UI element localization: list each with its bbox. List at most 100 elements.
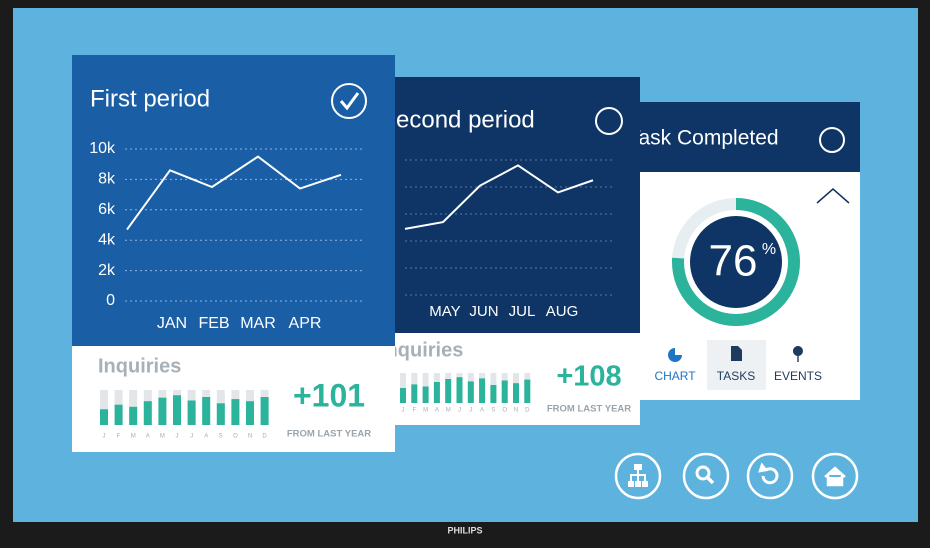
bar — [467, 381, 474, 403]
home-button[interactable] — [811, 452, 859, 500]
month-label: A — [480, 408, 484, 414]
inquiries-label: Inquiries — [98, 355, 181, 377]
select-toggle[interactable] — [819, 127, 845, 153]
x-tick-label: FEB — [198, 315, 229, 332]
events-icon — [792, 346, 803, 362]
x-tick-label: MAR — [240, 315, 276, 332]
chart-icon — [668, 348, 682, 362]
bar — [100, 409, 108, 425]
bar — [173, 395, 181, 425]
stat: +101 — [293, 377, 365, 413]
y-tick-label: 8k — [98, 171, 116, 188]
month-label: A — [204, 434, 208, 440]
month-label: J — [176, 434, 179, 440]
month-label: M — [423, 408, 428, 414]
card-title: First period — [90, 85, 210, 112]
bar — [422, 386, 429, 403]
chevron — [816, 188, 850, 204]
nav-buttons — [614, 452, 859, 500]
card: First period 0 2k 4k 6k 8k 10k J A N FEB MAR APR Inqu… — [72, 55, 395, 452]
bar — [479, 378, 486, 403]
select-toggle[interactable] — [331, 83, 367, 119]
month-label: M — [446, 408, 451, 414]
progress-center — [690, 216, 782, 308]
line — [126, 155, 342, 231]
refresh-button[interactable] — [746, 452, 794, 500]
brand: PHILIPS — [447, 525, 482, 535]
home-icon — [824, 466, 846, 487]
card-content: Second period MAY JUN JUL AUG Inquiries J F M A M J… — [392, 106, 631, 415]
month-label: O — [502, 408, 507, 414]
bar — [260, 397, 269, 425]
y-tick-label: 0 — [106, 292, 115, 309]
stat-note: FROM LAST YEAR — [287, 429, 371, 440]
tab-label[interactable]: TASKS — [717, 369, 755, 383]
search-button[interactable] — [682, 452, 730, 500]
line — [404, 164, 594, 230]
stat-note: FROM LAST YEAR — [547, 404, 631, 415]
sitemap-icon — [628, 464, 648, 487]
bar — [433, 382, 440, 403]
month-label: D — [525, 408, 530, 414]
search-icon — [705, 475, 715, 485]
card-header — [392, 77, 640, 333]
bar — [158, 397, 167, 425]
x-tick-label: JUN — [469, 303, 498, 320]
card-header — [637, 102, 860, 172]
bar — [456, 377, 463, 403]
bar-track — [100, 390, 108, 425]
month-label: N — [514, 408, 518, 414]
bar — [501, 380, 508, 403]
month-label: F — [117, 434, 121, 440]
cards: Task Completed 76 % CHART TASKS EVENTS Second … — [72, 55, 860, 452]
bar — [490, 385, 497, 403]
month-label: J — [103, 434, 106, 440]
y-tick-label: 4k — [98, 231, 116, 248]
select-toggle[interactable] — [595, 107, 623, 135]
bar — [524, 379, 531, 403]
month-label: J — [190, 434, 193, 440]
stat: +108 — [556, 361, 621, 393]
month-label: J — [469, 408, 472, 414]
y-tick-label: 2k — [98, 262, 116, 279]
card-header — [72, 55, 395, 346]
card: Second period MAY JUN JUL AUG Inquiries J F M A M J… — [392, 77, 640, 425]
card-content: Task Completed 76 % CHART TASKS EVENTS — [637, 127, 850, 390]
y-tick-label: 10k — [89, 140, 116, 157]
bar — [202, 397, 211, 425]
bar — [400, 388, 406, 403]
progress-arc — [672, 198, 800, 326]
card: Task Completed 76 % CHART TASKS EVENTS — [637, 102, 860, 400]
month-label: A — [146, 434, 150, 440]
month-label: A — [435, 408, 439, 414]
x-tick-label: APR — [289, 315, 322, 332]
bar — [513, 383, 519, 403]
tasks-icon — [731, 346, 742, 361]
month-label: J — [458, 408, 461, 414]
bar — [445, 379, 452, 403]
sitemap-button[interactable] — [614, 452, 662, 500]
tab-label[interactable]: CHART — [654, 369, 696, 383]
bar — [246, 401, 254, 425]
search-icon — [695, 465, 711, 481]
refresh-icon — [758, 462, 769, 473]
month-label: N — [248, 434, 252, 440]
bar — [129, 406, 138, 425]
tab-label[interactable]: EVENTS — [774, 369, 822, 383]
month-label: S — [491, 408, 495, 414]
month-label: F — [412, 408, 416, 414]
month-label: M — [131, 434, 136, 440]
bar — [143, 401, 152, 425]
month-label: S — [219, 434, 223, 440]
month-label: D — [262, 434, 267, 440]
progress-unit: % — [762, 241, 776, 258]
progress-value: 76 — [709, 237, 758, 286]
y-tick-label: 6k — [98, 201, 116, 218]
month-label: O — [233, 434, 238, 440]
x-tick-label: JUL — [509, 303, 536, 320]
month-label: M — [160, 434, 165, 440]
bar — [216, 403, 225, 425]
refresh-icon — [761, 467, 779, 485]
checkmark — [339, 92, 360, 111]
